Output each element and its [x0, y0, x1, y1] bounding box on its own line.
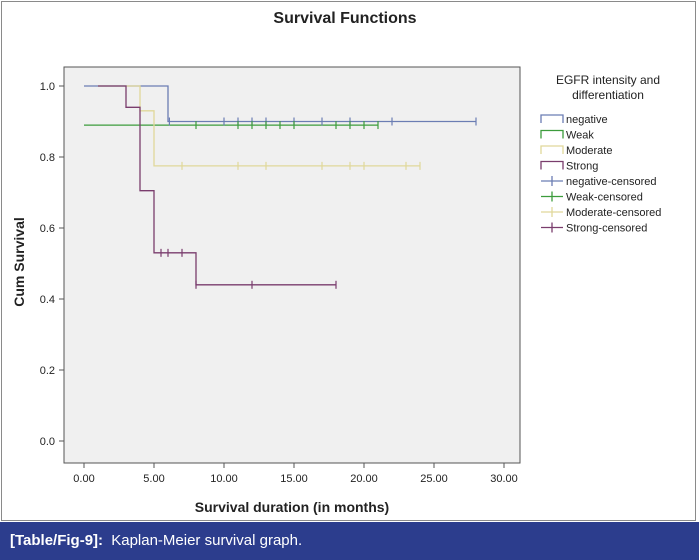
- chart-title: Survival Functions: [273, 10, 416, 27]
- legend-censored-label-negative: negative-censored: [566, 176, 657, 188]
- y-tick-label: 0.6: [40, 223, 55, 235]
- legend-swatch-weak: [540, 129, 564, 139]
- legend-label-weak: Weak: [566, 130, 594, 142]
- legend-swatch-strong: [540, 160, 564, 170]
- legend-censored-label-weak: Weak-censored: [566, 192, 643, 204]
- legend-label-negative: negative: [566, 114, 608, 126]
- legend-items: negative Weak Moderate Strong negative-censo…: [540, 114, 661, 235]
- x-tick-label: 20.00: [350, 473, 378, 485]
- x-axis-label: Survival duration (in months): [195, 499, 389, 515]
- y-axis-label: Cum Survival: [11, 217, 27, 306]
- x-tick-label: 30.00: [490, 473, 518, 485]
- caption-label: [Table/Fig-9]:: [10, 532, 104, 549]
- x-axis-ticks: 0.00 5.00 10.00 15.00 20.00 25.00 30.00: [73, 463, 518, 485]
- x-tick-label: 10.00: [210, 473, 238, 485]
- legend-label-strong: Strong: [566, 161, 598, 173]
- plot-border: [63, 66, 521, 464]
- legend: EGFR intensity and differentiation negat…: [540, 73, 661, 235]
- x-tick-label: 0.00: [73, 473, 94, 485]
- caption-text: Kaplan-Meier survival graph.: [111, 532, 303, 549]
- curve-strong: [98, 85, 336, 286]
- y-tick-label: 0.8: [40, 152, 55, 164]
- x-tick-label: 15.00: [280, 473, 308, 485]
- legend-label-moderate: Moderate: [566, 145, 612, 157]
- legend-title-line-1: EGFR intensity and: [556, 73, 660, 87]
- x-tick-label: 25.00: [420, 473, 448, 485]
- x-tick-label: 5.00: [143, 473, 164, 485]
- legend-swatch-negative: [540, 114, 564, 123]
- y-tick-label: 1.0: [40, 81, 55, 93]
- y-axis-ticks: 0.0 0.2 0.4 0.6 0.8 1.0: [40, 81, 64, 448]
- legend-censored-label-strong: Strong-censored: [566, 223, 647, 235]
- km-chart: Survival Functions 0.00 5.00 10.00 15.00 20.…: [11, 10, 661, 515]
- censor-marks: [160, 117, 477, 289]
- y-tick-label: 0.4: [40, 294, 55, 306]
- legend-title-line-2: differentiation: [572, 88, 644, 102]
- y-tick-label: 0.2: [40, 365, 55, 377]
- plot-area: [64, 67, 520, 463]
- legend-swatch-moderate: [540, 145, 564, 154]
- curve-moderate: [98, 85, 420, 167]
- figure-caption: [Table/Fig-9]: Kaplan-Meier survival gra…: [0, 522, 699, 560]
- y-tick-label: 0.0: [40, 436, 55, 448]
- legend-censored-label-moderate: Moderate-censored: [566, 207, 661, 219]
